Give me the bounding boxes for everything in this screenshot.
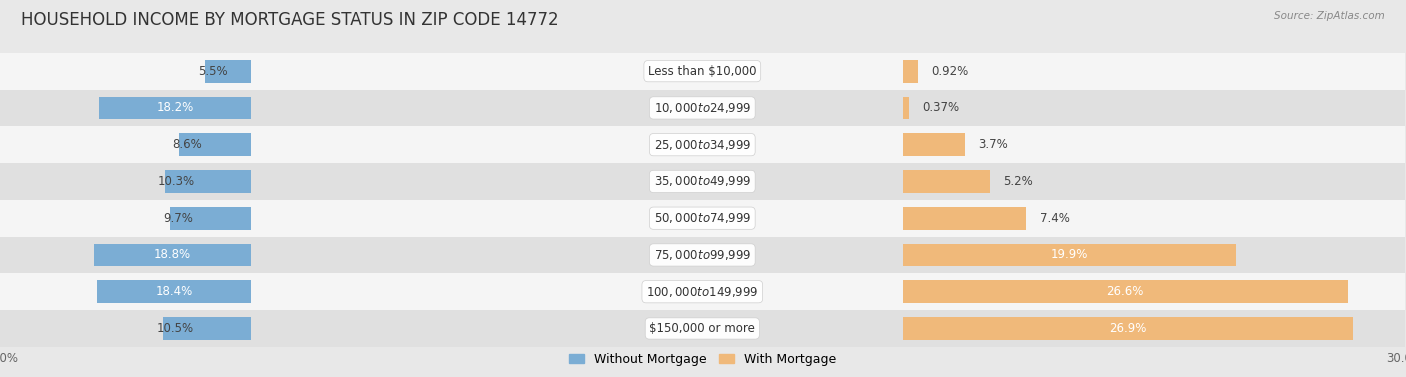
Bar bbox=[97, 280, 250, 303]
Bar bbox=[0, 90, 502, 126]
Text: $35,000 to $49,999: $35,000 to $49,999 bbox=[654, 175, 751, 188]
Text: 26.6%: 26.6% bbox=[1107, 285, 1144, 298]
Text: 9.7%: 9.7% bbox=[163, 212, 193, 225]
Legend: Without Mortgage, With Mortgage: Without Mortgage, With Mortgage bbox=[564, 348, 842, 371]
Bar bbox=[903, 317, 1353, 340]
Text: 10.3%: 10.3% bbox=[157, 175, 195, 188]
Bar bbox=[401, 163, 1405, 200]
Bar bbox=[0, 53, 502, 90]
Bar bbox=[163, 317, 250, 340]
Bar bbox=[502, 53, 903, 90]
Bar bbox=[401, 126, 1405, 163]
Text: 3.7%: 3.7% bbox=[979, 138, 1008, 151]
Text: 18.8%: 18.8% bbox=[153, 248, 191, 261]
Bar bbox=[401, 53, 1405, 90]
Text: 10.5%: 10.5% bbox=[156, 322, 194, 335]
Bar bbox=[0, 273, 502, 310]
Bar bbox=[0, 126, 502, 163]
Bar bbox=[0, 237, 502, 273]
Bar bbox=[0, 200, 502, 237]
Text: $150,000 or more: $150,000 or more bbox=[650, 322, 755, 335]
Text: 19.9%: 19.9% bbox=[1050, 248, 1088, 261]
Text: $10,000 to $24,999: $10,000 to $24,999 bbox=[654, 101, 751, 115]
Bar bbox=[903, 280, 1348, 303]
Bar bbox=[502, 126, 903, 163]
Bar bbox=[502, 273, 903, 310]
Text: 0.37%: 0.37% bbox=[922, 101, 959, 114]
Bar bbox=[903, 170, 990, 193]
Text: $50,000 to $74,999: $50,000 to $74,999 bbox=[654, 211, 751, 225]
Text: 5.2%: 5.2% bbox=[1002, 175, 1033, 188]
Text: $75,000 to $99,999: $75,000 to $99,999 bbox=[654, 248, 751, 262]
Bar bbox=[401, 310, 1405, 347]
Text: HOUSEHOLD INCOME BY MORTGAGE STATUS IN ZIP CODE 14772: HOUSEHOLD INCOME BY MORTGAGE STATUS IN Z… bbox=[21, 11, 558, 29]
Bar bbox=[903, 244, 1236, 266]
Text: 8.6%: 8.6% bbox=[173, 138, 202, 151]
Bar bbox=[502, 310, 903, 347]
Bar bbox=[401, 200, 1405, 237]
Bar bbox=[179, 133, 250, 156]
Bar bbox=[94, 244, 250, 266]
Text: $25,000 to $34,999: $25,000 to $34,999 bbox=[654, 138, 751, 152]
Bar bbox=[401, 90, 1405, 126]
Text: 0.92%: 0.92% bbox=[931, 65, 969, 78]
Bar bbox=[502, 90, 903, 126]
Bar bbox=[502, 200, 903, 237]
Bar bbox=[401, 237, 1405, 273]
Bar bbox=[903, 207, 1026, 230]
Text: 7.4%: 7.4% bbox=[1040, 212, 1070, 225]
Bar bbox=[502, 163, 903, 200]
Bar bbox=[0, 163, 502, 200]
Text: Source: ZipAtlas.com: Source: ZipAtlas.com bbox=[1274, 11, 1385, 21]
Bar bbox=[903, 60, 918, 83]
Bar bbox=[502, 237, 903, 273]
Bar bbox=[903, 133, 965, 156]
Bar bbox=[205, 60, 250, 83]
Text: 26.9%: 26.9% bbox=[1109, 322, 1146, 335]
Text: 18.4%: 18.4% bbox=[156, 285, 193, 298]
Bar bbox=[170, 207, 250, 230]
Bar bbox=[98, 97, 250, 119]
Text: 5.5%: 5.5% bbox=[198, 65, 228, 78]
Bar bbox=[165, 170, 250, 193]
Text: 18.2%: 18.2% bbox=[156, 101, 194, 114]
Bar bbox=[0, 310, 502, 347]
Text: $100,000 to $149,999: $100,000 to $149,999 bbox=[647, 285, 758, 299]
Text: Less than $10,000: Less than $10,000 bbox=[648, 65, 756, 78]
Bar bbox=[401, 273, 1405, 310]
Bar bbox=[903, 97, 908, 119]
